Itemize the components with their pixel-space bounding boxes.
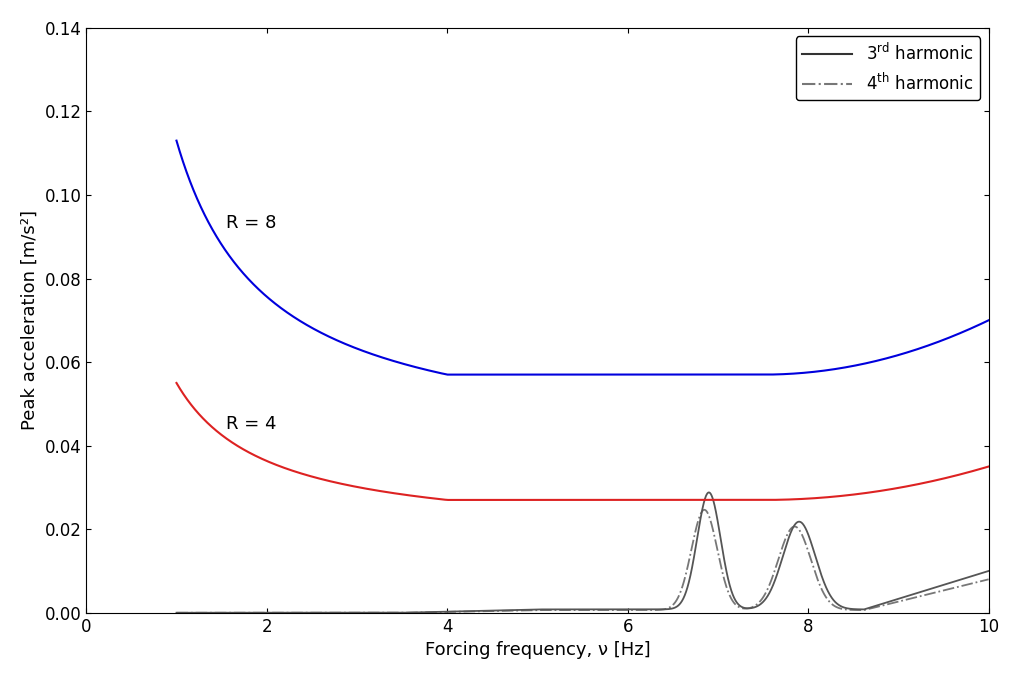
Legend: $3^{\rm rd}$ harmonic, $4^{\rm th}$ harmonic: $3^{\rm rd}$ harmonic, $4^{\rm th}$ harm… (795, 36, 979, 100)
Y-axis label: Peak acceleration [m/s²]: Peak acceleration [m/s²] (20, 210, 39, 430)
Text: R = 4: R = 4 (226, 415, 276, 433)
Text: R = 8: R = 8 (226, 214, 276, 233)
X-axis label: Forcing frequency, ν [Hz]: Forcing frequency, ν [Hz] (424, 641, 649, 659)
